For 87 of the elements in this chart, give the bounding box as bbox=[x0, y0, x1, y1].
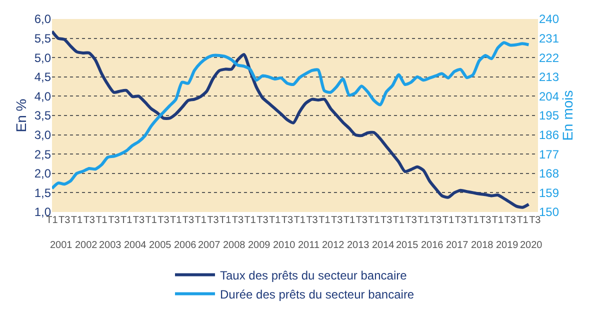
x-tick-label: T3 bbox=[58, 215, 71, 226]
y2-tick-label: 168 bbox=[539, 166, 560, 181]
x-tick-label: T3 bbox=[454, 215, 467, 226]
x-tick-label: T1 bbox=[318, 215, 331, 226]
x-tick-label: T3 bbox=[207, 215, 220, 226]
x-tick-label: T1 bbox=[418, 215, 430, 226]
x-tick-label: T1 bbox=[269, 215, 282, 226]
y-tick-label: 3,5 bbox=[34, 108, 52, 123]
x-tick-label: T1 bbox=[467, 215, 480, 226]
y-tick-label: 2,5 bbox=[34, 147, 52, 162]
text: 2001 bbox=[50, 240, 73, 251]
y2-tick-label: 159 bbox=[539, 186, 560, 200]
text: 2017 bbox=[446, 240, 469, 251]
y2-tick-label: 231 bbox=[539, 32, 560, 46]
x-tick-label: T3 bbox=[380, 215, 393, 226]
y-axis-title: En % bbox=[12, 98, 29, 132]
y2-tick-label: 177 bbox=[539, 147, 560, 162]
y2-tick-label: 204 bbox=[539, 89, 560, 104]
text: 2004 bbox=[124, 240, 147, 251]
text: 2020 bbox=[520, 240, 543, 251]
legend-label: Taux des prêts du secteur bancaire bbox=[220, 268, 408, 282]
x-tick-label: T1 bbox=[368, 215, 380, 226]
x-tick-label: T3 bbox=[158, 215, 170, 226]
y-tick-label: 6,0 bbox=[34, 12, 52, 26]
x-tick-label: T3 bbox=[232, 215, 244, 226]
y-tick-label: 5,5 bbox=[34, 32, 52, 46]
text: 2006 bbox=[174, 240, 197, 251]
y2-tick-label: 222 bbox=[539, 50, 560, 65]
x-tick-label: T3 bbox=[132, 215, 145, 226]
text: 2014 bbox=[372, 240, 395, 251]
x-tick-label: T3 bbox=[256, 215, 269, 226]
line-series bbox=[52, 30, 530, 209]
text: 2015 bbox=[396, 240, 419, 251]
x-tick-label: T1 bbox=[220, 215, 232, 226]
line-series bbox=[52, 41, 530, 190]
text: 2018 bbox=[471, 240, 494, 251]
x-tick-label: T3 bbox=[504, 215, 516, 226]
text: 2013 bbox=[347, 240, 370, 251]
x-tick-label: T1 bbox=[442, 215, 454, 226]
x-tick-label: T3 bbox=[306, 215, 318, 226]
x-tick-label: T1 bbox=[194, 215, 207, 226]
x-tick-label: T1 bbox=[70, 215, 84, 226]
x-tick-label: T1 bbox=[343, 215, 356, 226]
x-tick-label: T1 bbox=[96, 215, 108, 226]
x-tick-label: T3 bbox=[330, 215, 344, 226]
y-tick-label: 4,0 bbox=[34, 89, 52, 104]
y2-tick-label: 213 bbox=[539, 70, 560, 84]
x-tick-label: T1 bbox=[244, 215, 256, 226]
text: 2011 bbox=[298, 240, 320, 251]
x-tick-label: T1 bbox=[492, 215, 504, 226]
x-tick-label: T3 bbox=[480, 215, 492, 226]
y-tick-label: 2,0 bbox=[34, 166, 52, 181]
x-tick-label: T1 bbox=[120, 215, 133, 226]
x-tick-label: T1 bbox=[294, 215, 306, 226]
text: 2016 bbox=[421, 240, 444, 251]
text: 2005 bbox=[149, 240, 172, 251]
x-tick-label: T1 bbox=[516, 215, 529, 226]
x-tick-label: T3 bbox=[529, 215, 542, 226]
text: 2009 bbox=[248, 240, 271, 251]
x-tick-label: T3 bbox=[182, 215, 194, 226]
text: 2007 bbox=[198, 240, 221, 251]
text: 2002 bbox=[75, 240, 98, 251]
y2-tick-label: 150 bbox=[539, 205, 560, 220]
y2-tick-label: 186 bbox=[539, 128, 560, 142]
x-tick-label: T3 bbox=[356, 215, 368, 226]
x-tick-label: T3 bbox=[83, 215, 96, 226]
y-tick-label: 1,5 bbox=[34, 186, 52, 200]
legend-label: Durée des prêts du secteur bancaire bbox=[220, 287, 414, 302]
y2-tick-label: 240 bbox=[539, 12, 560, 26]
x-tick-label: T3 bbox=[430, 215, 442, 226]
text: 2003 bbox=[99, 240, 122, 251]
x-tick-label: T1 bbox=[46, 215, 58, 226]
y-tick-label: 5,0 bbox=[34, 50, 52, 65]
y-tick-label: 4,5 bbox=[34, 70, 52, 84]
y-tick-label: 3,0 bbox=[34, 128, 52, 142]
x-tick-label: T3 bbox=[405, 215, 418, 226]
x-tick-label: T1 bbox=[170, 215, 182, 226]
x-tick-label: T1 bbox=[392, 215, 405, 226]
text: 2012 bbox=[322, 240, 345, 251]
x-tick-label: T3 bbox=[108, 215, 120, 226]
text: 2019 bbox=[496, 240, 519, 251]
text: 2008 bbox=[223, 240, 246, 251]
y2-tick-label: 195 bbox=[539, 108, 560, 123]
x-tick-label: T1 bbox=[145, 215, 158, 226]
y2-axis-title: En mois bbox=[560, 90, 576, 141]
x-tick-label: T3 bbox=[281, 215, 294, 226]
text: 2010 bbox=[273, 240, 296, 251]
